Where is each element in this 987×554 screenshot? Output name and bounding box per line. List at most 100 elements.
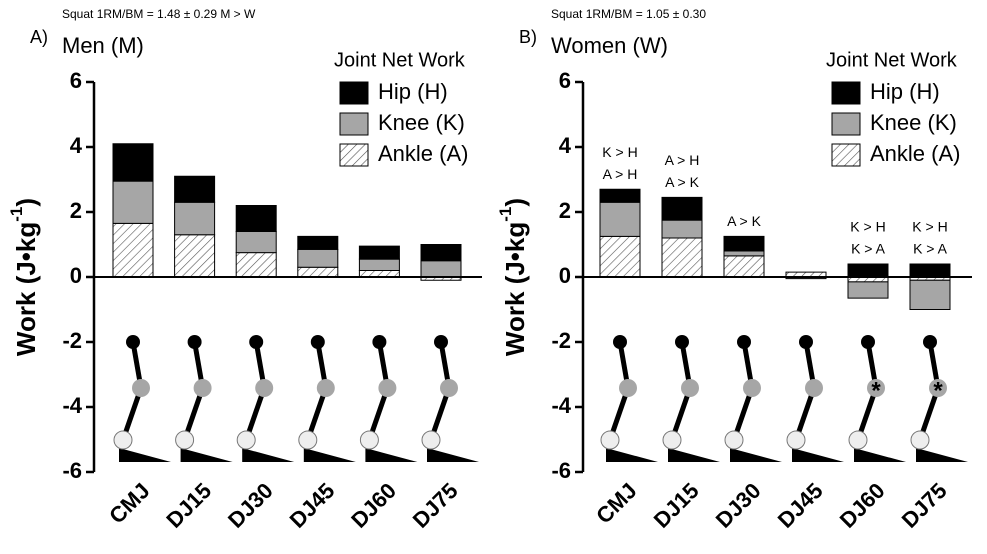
legend-title: Joint Net Work xyxy=(334,49,466,71)
bar-segment xyxy=(297,235,339,250)
y-axis-label-sup: -1 xyxy=(496,207,515,222)
bar-segment xyxy=(297,266,339,278)
bar-segment xyxy=(112,222,154,278)
annotation: K > A xyxy=(913,241,948,257)
legend-label: Hip (H) xyxy=(870,79,940,104)
ankle-joint xyxy=(600,430,620,450)
y-axis-label-part: ) xyxy=(500,198,530,207)
y-tick-label: -2 xyxy=(62,328,82,353)
x-tick-label: DJ15 xyxy=(161,478,216,533)
y-tick-label: -4 xyxy=(551,393,571,418)
legend-swatch xyxy=(831,112,861,136)
bar-segment xyxy=(297,248,339,268)
bar-segment xyxy=(661,196,703,221)
knee-mark: * xyxy=(871,377,881,404)
bar-segment xyxy=(420,260,462,278)
y-axis-label-part: Work (J•kg xyxy=(11,222,41,356)
x-tick-label: DJ30 xyxy=(223,478,278,533)
hip-joint xyxy=(675,335,689,349)
bar-segment xyxy=(723,250,765,257)
annotation: K > A xyxy=(851,241,886,257)
knee-joint xyxy=(681,379,699,397)
panel-label: B) xyxy=(519,27,537,47)
legend-label: Ankle (A) xyxy=(870,141,960,166)
y-tick-label: 6 xyxy=(70,68,82,93)
bar-segment xyxy=(112,180,154,224)
hip-joint xyxy=(310,335,325,349)
foot xyxy=(119,448,171,462)
bar-segment xyxy=(420,244,462,262)
annotation: K > H xyxy=(912,219,947,235)
annotation: A > K xyxy=(665,174,700,190)
x-tick-label: CMJ xyxy=(104,478,155,529)
y-axis-label-part: ) xyxy=(11,198,41,207)
bar-segment xyxy=(235,205,277,232)
y-axis-label-part: Work (J•kg xyxy=(500,222,530,356)
x-tick-label: DJ45 xyxy=(285,478,340,533)
y-tick-label: 2 xyxy=(70,198,82,223)
bar-segment xyxy=(909,279,951,310)
bar-segment xyxy=(599,188,641,203)
x-tick-label: DJ15 xyxy=(649,478,704,533)
y-tick-label: 6 xyxy=(559,68,571,93)
foot xyxy=(180,448,233,462)
hip-joint xyxy=(434,335,448,349)
y-tick-label: 0 xyxy=(559,263,571,288)
y-tick-label: 0 xyxy=(70,263,82,288)
knee-joint xyxy=(193,379,212,397)
bar-segment xyxy=(174,175,216,203)
hip-joint xyxy=(187,335,202,349)
bar-segment xyxy=(847,281,889,299)
annotation: A > K xyxy=(727,213,762,229)
x-tick-label: DJ60 xyxy=(346,478,401,533)
bar-segment xyxy=(174,201,216,236)
hip-joint xyxy=(613,335,627,349)
legend-swatch xyxy=(339,112,369,136)
subtitle: Squat 1RM/BM = 1.05 ± 0.30 xyxy=(551,7,706,21)
foot xyxy=(365,448,418,462)
ankle-joint xyxy=(421,430,441,450)
ankle-joint xyxy=(910,430,930,450)
annotation: K > H xyxy=(850,219,885,235)
foot xyxy=(916,448,968,462)
knee-joint xyxy=(619,379,637,397)
subtitle: Squat 1RM/BM = 1.48 ± 0.29 M > W xyxy=(62,7,256,21)
knee-joint xyxy=(132,379,150,397)
knee-joint xyxy=(805,379,823,397)
bar-segment xyxy=(358,245,400,260)
bar-segment xyxy=(661,237,703,278)
y-tick-label: -4 xyxy=(62,393,82,418)
y-tick-label: -6 xyxy=(62,458,82,483)
y-axis-label-sup: -1 xyxy=(7,207,26,222)
x-tick-label: CMJ xyxy=(591,478,642,529)
hip-joint xyxy=(372,335,387,349)
foot xyxy=(668,448,720,462)
legend-title: Joint Net Work xyxy=(826,49,958,71)
knee-joint xyxy=(255,379,274,397)
x-tick-label: DJ30 xyxy=(711,478,766,533)
annotation: A > H xyxy=(603,166,638,182)
foot xyxy=(303,448,356,462)
legend-swatch xyxy=(339,143,369,167)
y-axis-label: Work (J•kg-1) xyxy=(496,198,529,356)
bar-segment xyxy=(599,235,641,278)
foot xyxy=(606,448,658,462)
legend-label: Hip (H) xyxy=(378,79,448,104)
ankle-joint xyxy=(236,430,256,450)
ankle-joint xyxy=(786,430,806,450)
ankle-joint xyxy=(359,430,379,450)
annotation: K > H xyxy=(602,144,637,160)
bar-segment xyxy=(599,201,641,237)
annotation: A > H xyxy=(665,152,700,168)
y-tick-label: 4 xyxy=(70,133,83,158)
y-axis-label: Work (J•kg-1) xyxy=(7,198,40,356)
knee-joint xyxy=(316,379,335,397)
ankle-joint xyxy=(298,430,318,450)
ankle-joint xyxy=(848,430,868,450)
chart-title: Men (M) xyxy=(62,33,144,58)
bar-segment xyxy=(358,258,400,271)
legend-swatch xyxy=(831,81,861,105)
ankle-joint xyxy=(724,430,744,450)
ankle-joint xyxy=(175,430,195,450)
